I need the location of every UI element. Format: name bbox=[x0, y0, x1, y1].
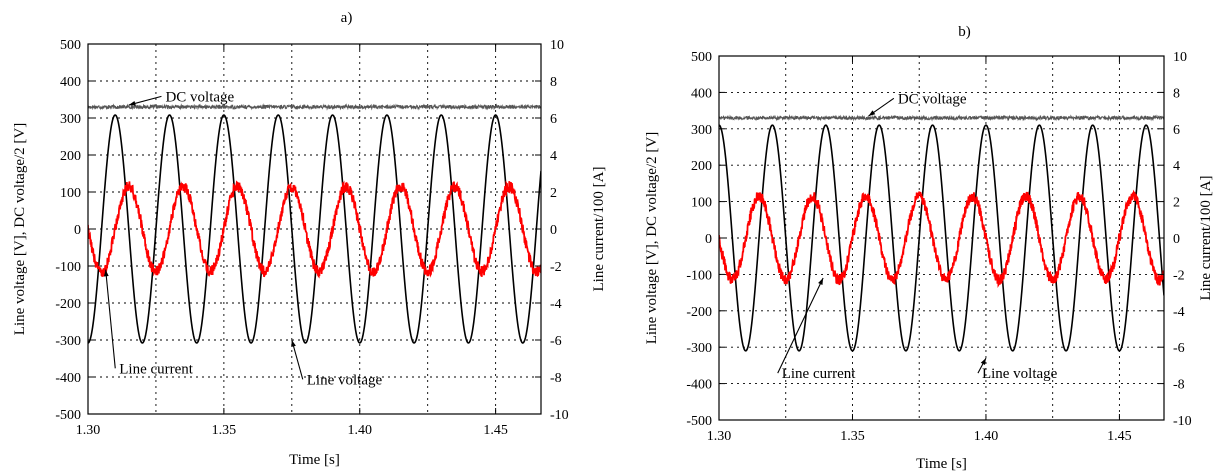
y-axis-title: Line voltage [V], DC voltage/2 [V] bbox=[644, 132, 660, 344]
y-tick-label: 500 bbox=[691, 50, 712, 65]
y2-tick-label: -10 bbox=[550, 408, 569, 423]
y2-tick-label: 4 bbox=[550, 149, 557, 164]
y-tick-label: 0 bbox=[705, 232, 712, 247]
y-tick-label: -500 bbox=[55, 408, 81, 423]
y2-tick-label: -8 bbox=[1173, 378, 1185, 393]
y-tick-label: 100 bbox=[60, 186, 81, 201]
x-tick-label: 1.30 bbox=[707, 429, 732, 444]
y-tick-label: 300 bbox=[60, 112, 81, 127]
y2-tick-label: -4 bbox=[1173, 305, 1185, 320]
series-line-line-current bbox=[719, 189, 1164, 289]
chart-panel-b: 1.30 1.35 1.40 1.455004003002001000-100-200… bbox=[644, 24, 1214, 472]
y-tick-label: -200 bbox=[55, 297, 81, 312]
y-axis-title: Line voltage [V], DC voltage/2 [V] bbox=[12, 123, 28, 335]
annotation-line-voltage: Line voltage bbox=[982, 366, 1058, 382]
y2-tick-label: -2 bbox=[1173, 268, 1185, 283]
x-tick-label: 1.40 bbox=[347, 423, 372, 438]
y-tick-label: 400 bbox=[60, 75, 81, 90]
y-tick-label: 200 bbox=[60, 149, 81, 164]
y-tick-label: 0 bbox=[74, 223, 81, 238]
y-tick-label: -200 bbox=[686, 305, 712, 320]
panel-label: b) bbox=[958, 24, 971, 40]
series-line-line-voltage bbox=[88, 114, 541, 344]
annotation-line-voltage: Line voltage bbox=[307, 372, 383, 388]
y2-axis-title: Line current/100 [A] bbox=[591, 167, 607, 292]
annotation-arrowhead-dc-voltage bbox=[128, 101, 136, 106]
y-tick-label: -300 bbox=[686, 341, 712, 356]
x-tick-label: 1.45 bbox=[483, 423, 508, 438]
x-axis-title: Time [s] bbox=[289, 452, 340, 468]
y2-tick-label: -6 bbox=[550, 334, 562, 349]
y-tick-label: -500 bbox=[686, 414, 712, 429]
annotation-arrowhead-line-voltage bbox=[291, 340, 296, 347]
y-tick-label: 400 bbox=[691, 86, 712, 101]
y-tick-label: -100 bbox=[686, 268, 712, 283]
x-axis-title: Time [s] bbox=[916, 456, 967, 472]
x-tick-label: 1.40 bbox=[974, 429, 999, 444]
y2-tick-label: 6 bbox=[1173, 123, 1180, 138]
series-line-dc-voltage bbox=[88, 103, 541, 111]
y2-tick-label: -10 bbox=[1173, 414, 1192, 429]
y-tick-label: 500 bbox=[60, 38, 81, 53]
x-tick-label: 1.30 bbox=[76, 423, 101, 438]
y-tick-label: 200 bbox=[691, 159, 712, 174]
annotation-arrow-line-voltage bbox=[291, 339, 304, 380]
y2-tick-label: 4 bbox=[1173, 159, 1180, 174]
annotation-arrowhead-dc-voltage bbox=[868, 110, 876, 117]
series-line-line-current bbox=[88, 180, 541, 279]
annotation-arrowhead-line-current bbox=[103, 269, 109, 277]
y2-tick-label: 8 bbox=[550, 75, 557, 90]
annotation-line-current: Line current bbox=[782, 366, 857, 382]
annotation-arrowhead-line-current bbox=[818, 278, 824, 286]
series-line-line-voltage bbox=[719, 124, 1164, 352]
y-tick-label: 100 bbox=[691, 196, 712, 211]
x-tick-label: 1.45 bbox=[1107, 429, 1132, 444]
y2-tick-label: -8 bbox=[550, 371, 562, 386]
x-tick-label: 1.35 bbox=[840, 429, 865, 444]
y-tick-label: -100 bbox=[55, 260, 81, 275]
y2-tick-label: 10 bbox=[550, 38, 564, 53]
y2-tick-label: 0 bbox=[1173, 232, 1180, 247]
x-tick-label: 1.35 bbox=[212, 423, 237, 438]
y-tick-label: 300 bbox=[691, 123, 712, 138]
y2-tick-label: -2 bbox=[550, 260, 562, 275]
y-tick-label: -300 bbox=[55, 334, 81, 349]
y-tick-label: -400 bbox=[686, 378, 712, 393]
panel-label: a) bbox=[341, 10, 353, 26]
annotation-dc-voltage: DC voltage bbox=[165, 89, 234, 105]
annotation-arrow-line-current bbox=[105, 269, 116, 369]
y2-tick-label: -6 bbox=[1173, 341, 1185, 356]
annotation-arrowhead-line-voltage bbox=[980, 358, 986, 366]
series-line-dc-voltage bbox=[719, 114, 1164, 122]
y2-tick-label: 2 bbox=[550, 186, 557, 201]
y-tick-label: -400 bbox=[55, 371, 81, 386]
y2-tick-label: 0 bbox=[550, 223, 557, 238]
y2-axis-title: Line current/100 [A] bbox=[1198, 176, 1214, 301]
y2-tick-label: 6 bbox=[550, 112, 557, 127]
y2-tick-label: 8 bbox=[1173, 86, 1180, 101]
chart-panel-a: 1.30 1.35 1.40 1.455004003002001000-100-200… bbox=[12, 10, 607, 468]
y2-tick-label: 2 bbox=[1173, 196, 1180, 211]
annotation-arrow-line-current bbox=[777, 277, 824, 374]
annotation-dc-voltage: DC voltage bbox=[898, 91, 967, 107]
annotation-line-current: Line current bbox=[119, 361, 194, 377]
y2-tick-label: 10 bbox=[1173, 50, 1187, 65]
y2-tick-label: -4 bbox=[550, 297, 562, 312]
